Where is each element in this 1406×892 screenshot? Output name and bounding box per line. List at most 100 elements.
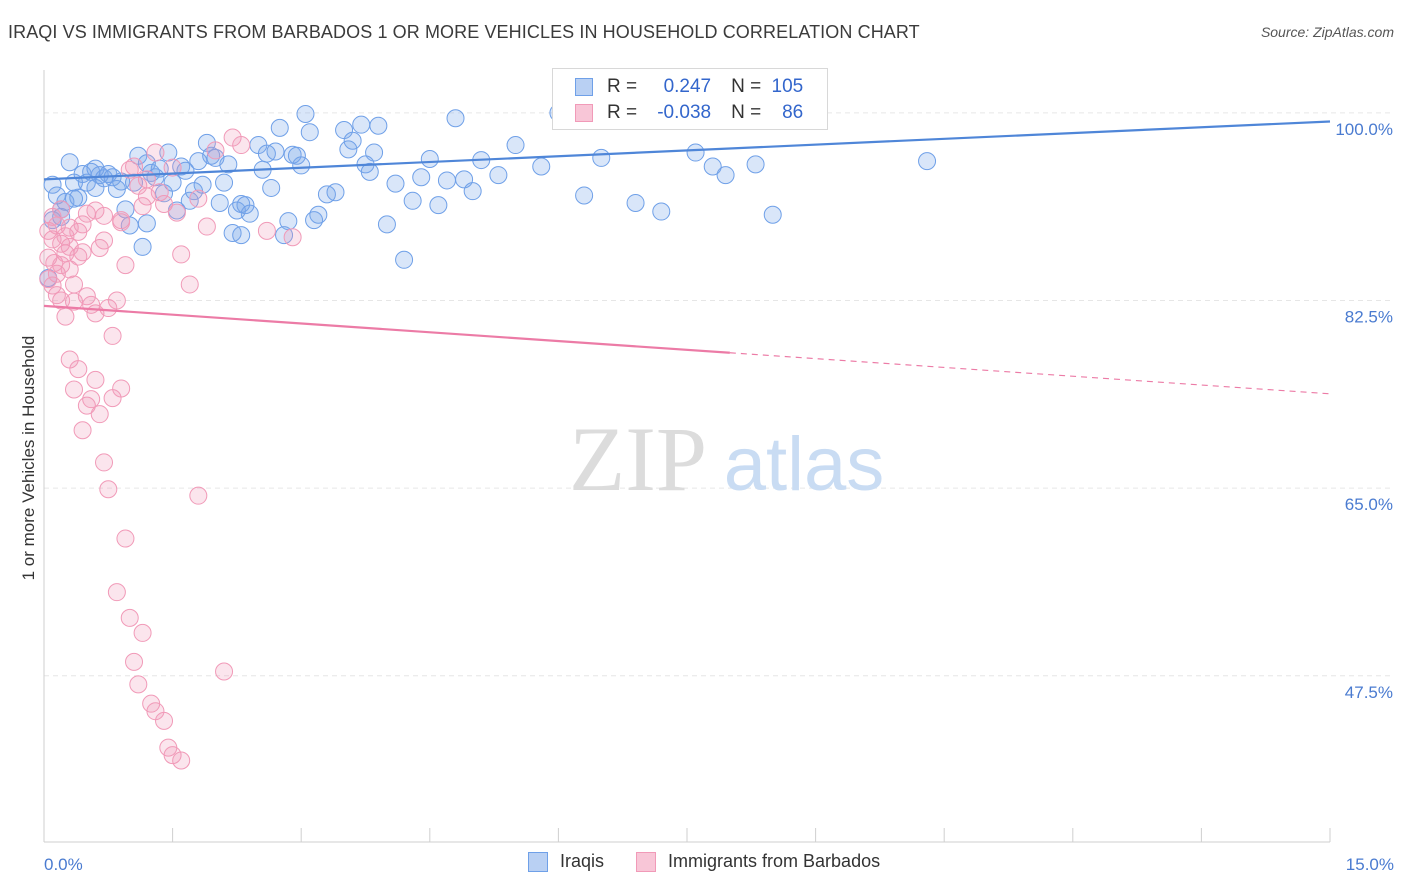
watermark-zip: ZIP bbox=[569, 408, 707, 510]
point-barbados bbox=[180, 275, 199, 294]
point-barbados bbox=[103, 326, 122, 345]
point-iraqis bbox=[429, 196, 448, 215]
point-barbados bbox=[155, 711, 174, 730]
point-barbados bbox=[99, 480, 118, 499]
r-value-iraqis: 0.247 bbox=[663, 76, 712, 97]
point-iraqis bbox=[262, 178, 281, 197]
legend-row-iraqis: R = 0.247 N = 105 bbox=[575, 75, 803, 99]
gridlines bbox=[43, 70, 1394, 843]
point-barbados bbox=[56, 307, 75, 326]
point-barbados bbox=[95, 231, 114, 250]
point-barbados bbox=[232, 136, 251, 155]
point-iraqis bbox=[266, 142, 285, 161]
point-iraqis bbox=[292, 156, 311, 175]
point-barbados bbox=[155, 195, 174, 214]
point-iraqis bbox=[137, 214, 156, 233]
point-iraqis bbox=[296, 104, 315, 123]
x-tick-label-min: 0.0% bbox=[44, 855, 83, 874]
y-tick-label: 65.0% bbox=[1345, 495, 1393, 514]
point-iraqis bbox=[377, 215, 396, 234]
legend-item-barbados: Immigrants from Barbados bbox=[636, 851, 880, 872]
y-axis-tick-labels: 100.0% 82.5% 65.0% 47.5% bbox=[1335, 120, 1393, 702]
n-value-iraqis: 105 bbox=[771, 76, 804, 97]
point-iraqis bbox=[86, 178, 105, 197]
point-iraqis bbox=[532, 157, 551, 176]
point-barbados bbox=[65, 275, 84, 294]
point-iraqis bbox=[575, 186, 594, 205]
trend-line-iraqis bbox=[43, 120, 1331, 181]
point-barbados bbox=[146, 143, 165, 162]
series-legend: Iraqis Immigrants from Barbados bbox=[528, 851, 912, 872]
point-iraqis bbox=[746, 155, 765, 174]
point-barbados bbox=[197, 217, 216, 236]
point-barbados bbox=[120, 608, 139, 627]
point-iraqis bbox=[60, 153, 79, 172]
point-iraqis bbox=[159, 143, 178, 162]
point-barbados bbox=[82, 390, 101, 409]
y-tick-label: 82.5% bbox=[1345, 308, 1393, 327]
scatter-points bbox=[39, 103, 937, 770]
point-iraqis bbox=[420, 149, 439, 168]
n-value-barbados: 86 bbox=[782, 102, 804, 123]
point-barbados bbox=[77, 287, 96, 306]
point-barbados bbox=[73, 421, 92, 440]
watermark-atlas: atlas bbox=[724, 422, 885, 507]
point-iraqis bbox=[360, 162, 379, 181]
point-iraqis bbox=[300, 123, 319, 142]
point-barbados bbox=[133, 623, 152, 642]
legend-swatch-barbados bbox=[636, 851, 657, 872]
point-barbados bbox=[107, 291, 126, 310]
point-iraqis bbox=[403, 191, 422, 210]
point-iraqis bbox=[339, 140, 358, 159]
point-barbados bbox=[189, 486, 208, 505]
point-iraqis bbox=[133, 237, 152, 256]
point-iraqis bbox=[686, 143, 705, 162]
point-barbados bbox=[95, 206, 114, 225]
chart-title: IRAQI VS IMMIGRANTS FROM BARBADOS 1 OR M… bbox=[8, 22, 920, 42]
point-iraqis bbox=[506, 136, 525, 155]
legend-swatch-iraqis bbox=[528, 851, 548, 872]
point-barbados bbox=[116, 529, 135, 548]
point-iraqis bbox=[369, 116, 388, 135]
point-iraqis bbox=[309, 205, 328, 224]
point-barbados bbox=[206, 141, 225, 160]
point-barbados bbox=[163, 158, 182, 177]
r-label: R = bbox=[607, 76, 638, 97]
point-iraqis bbox=[65, 189, 84, 208]
point-barbados bbox=[125, 652, 144, 671]
point-iraqis bbox=[219, 155, 238, 174]
point-iraqis bbox=[652, 202, 671, 221]
point-iraqis bbox=[489, 166, 508, 185]
point-barbados bbox=[163, 746, 182, 765]
point-barbados bbox=[116, 256, 135, 275]
legend-label-barbados: Immigrants from Barbados bbox=[668, 851, 881, 871]
point-barbados bbox=[283, 228, 302, 247]
point-barbados bbox=[60, 218, 79, 237]
point-barbados bbox=[172, 245, 191, 264]
point-barbados bbox=[129, 675, 148, 694]
point-barbados bbox=[137, 187, 156, 206]
x-tick-label-max: 15.0% bbox=[1346, 855, 1394, 874]
point-barbados bbox=[112, 213, 131, 232]
point-iraqis bbox=[918, 152, 937, 171]
point-barbados bbox=[86, 370, 105, 389]
point-iraqis bbox=[446, 109, 465, 128]
point-barbados bbox=[257, 221, 276, 240]
point-barbados bbox=[125, 157, 144, 176]
point-iraqis bbox=[386, 174, 405, 193]
point-iraqis bbox=[43, 175, 62, 194]
y-axis-label: 1 or more Vehicles in Household bbox=[19, 336, 38, 581]
source-label: Source: ZipAtlas.com bbox=[1260, 24, 1394, 40]
legend-label-iraqis: Iraqis bbox=[560, 851, 605, 871]
legend-row-barbados: R = -0.038 N = 86 bbox=[575, 101, 803, 125]
point-iraqis bbox=[352, 115, 371, 134]
point-iraqis bbox=[343, 131, 362, 150]
point-iraqis bbox=[270, 118, 289, 137]
y-tick-label: 47.5% bbox=[1345, 683, 1393, 702]
point-barbados bbox=[65, 380, 84, 399]
point-iraqis bbox=[326, 183, 345, 202]
n-label: N = bbox=[731, 76, 762, 97]
trend-line-barbados-extension bbox=[729, 352, 1331, 395]
point-barbados bbox=[133, 197, 152, 216]
